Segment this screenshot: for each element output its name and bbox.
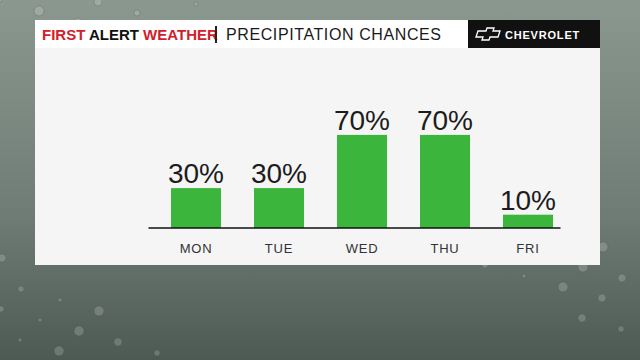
sponsor-box xyxy=(468,20,600,48)
page: FIRST ALERT WEATHER PRECIPITATION CHANCES… xyxy=(0,0,640,360)
title: PRECIPITATION CHANCES xyxy=(226,26,442,43)
data-label: 30% xyxy=(168,158,224,189)
category-label: FRI xyxy=(516,241,539,256)
rain-drop xyxy=(74,326,84,336)
background xyxy=(0,0,640,360)
brand-word: ALERT xyxy=(85,26,139,43)
data-label: 70% xyxy=(417,105,473,136)
chart-svg: FIRST ALERT WEATHER PRECIPITATION CHANCES… xyxy=(0,0,640,360)
rain-drop xyxy=(58,298,62,302)
brand-word: FIRST xyxy=(42,26,85,43)
header-bar xyxy=(35,20,600,48)
rain-drop xyxy=(598,294,606,302)
brand-word: WEATHER xyxy=(139,26,218,43)
rain-drop xyxy=(94,306,104,316)
separator xyxy=(215,26,217,43)
brand: FIRST ALERT WEATHER xyxy=(42,26,218,43)
baseline xyxy=(149,227,561,229)
rain-drop xyxy=(0,0,2,2)
data-label: 30% xyxy=(251,158,307,189)
sponsor: CHEVROLET xyxy=(505,29,580,41)
bar xyxy=(337,135,387,228)
rain-drops xyxy=(0,0,626,356)
rain-drop xyxy=(618,326,624,332)
rain-drop xyxy=(558,282,568,292)
rain-drop xyxy=(34,6,44,16)
panel xyxy=(35,48,600,265)
rain-drop xyxy=(18,338,22,342)
bar xyxy=(420,135,470,228)
rain-drop xyxy=(18,286,24,292)
rain-drop xyxy=(522,274,526,278)
rain-drop xyxy=(134,10,140,16)
rain-drop xyxy=(54,346,64,356)
data-label: 70% xyxy=(334,105,390,136)
bar xyxy=(503,215,553,228)
rain-drop xyxy=(618,274,626,282)
rain-drop xyxy=(94,0,102,6)
sponsor-logo xyxy=(476,28,500,40)
category-label: MON xyxy=(180,241,213,256)
category-label: THU xyxy=(430,241,459,256)
category-label: TUE xyxy=(265,241,293,256)
bar xyxy=(171,188,221,228)
data-label: 10% xyxy=(500,185,556,216)
bar xyxy=(254,188,304,228)
rain-drop xyxy=(0,306,4,312)
rain-drop xyxy=(38,318,42,322)
rain-drop xyxy=(154,350,160,356)
bars xyxy=(171,135,553,228)
rain-drop xyxy=(0,254,6,262)
category-label: WED xyxy=(346,241,379,256)
rain-drop xyxy=(578,314,586,322)
rain-drop xyxy=(194,2,198,6)
rain-drop xyxy=(114,338,122,346)
